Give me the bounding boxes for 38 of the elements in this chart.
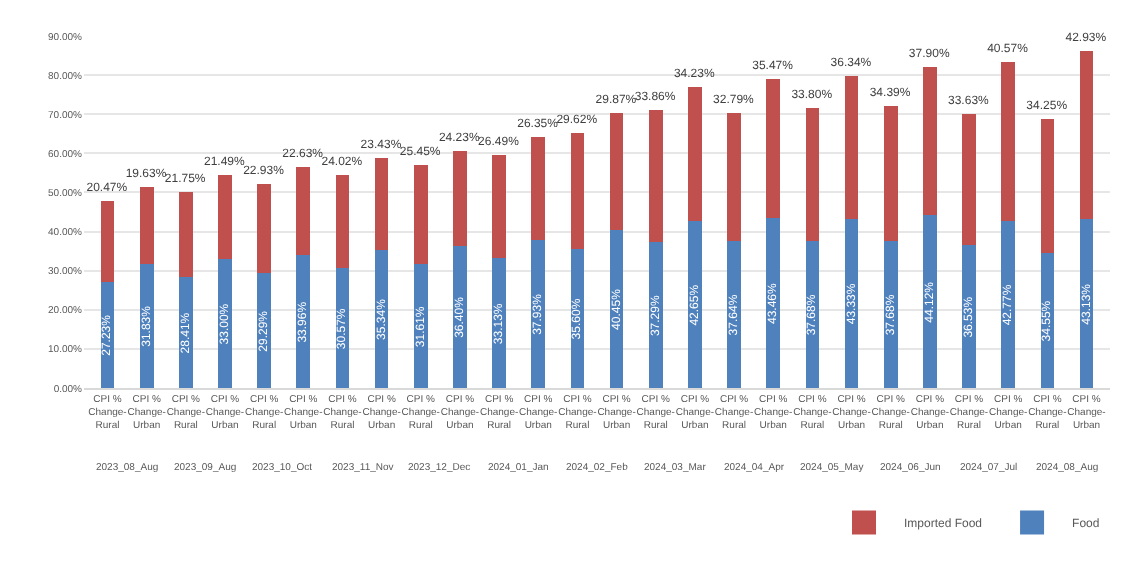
bar: [100, 201, 115, 282]
bar: [453, 245, 467, 388]
bar: [413, 264, 428, 388]
bar: [1079, 51, 1094, 220]
bar: [178, 191, 193, 277]
bar: [492, 258, 506, 388]
bar: [648, 242, 663, 388]
bar: [844, 76, 859, 219]
bar: [296, 166, 311, 256]
bar: [374, 158, 389, 250]
bar: [962, 113, 976, 246]
bar: [688, 87, 702, 222]
bar: [453, 150, 467, 246]
bar: [531, 136, 546, 240]
bar: [413, 164, 428, 265]
bar: [727, 240, 741, 388]
bar: [609, 112, 624, 230]
bar: [531, 239, 546, 388]
bar: [257, 183, 271, 274]
bar: [688, 221, 702, 388]
bar: [1001, 220, 1016, 388]
bar: [218, 174, 232, 259]
bar: [492, 154, 506, 259]
bar: [883, 240, 898, 388]
bar: [727, 112, 741, 241]
bar: [923, 67, 937, 216]
bar: [805, 108, 820, 241]
bar: [1040, 118, 1055, 253]
bar: [648, 109, 663, 243]
bar: [570, 132, 585, 249]
bar: [962, 245, 976, 388]
bar: [766, 218, 781, 388]
bar: [335, 174, 350, 269]
bar: [883, 106, 898, 241]
bar: [766, 79, 781, 219]
bar: [1001, 62, 1016, 221]
bar: [923, 215, 937, 388]
bar: [139, 186, 154, 264]
